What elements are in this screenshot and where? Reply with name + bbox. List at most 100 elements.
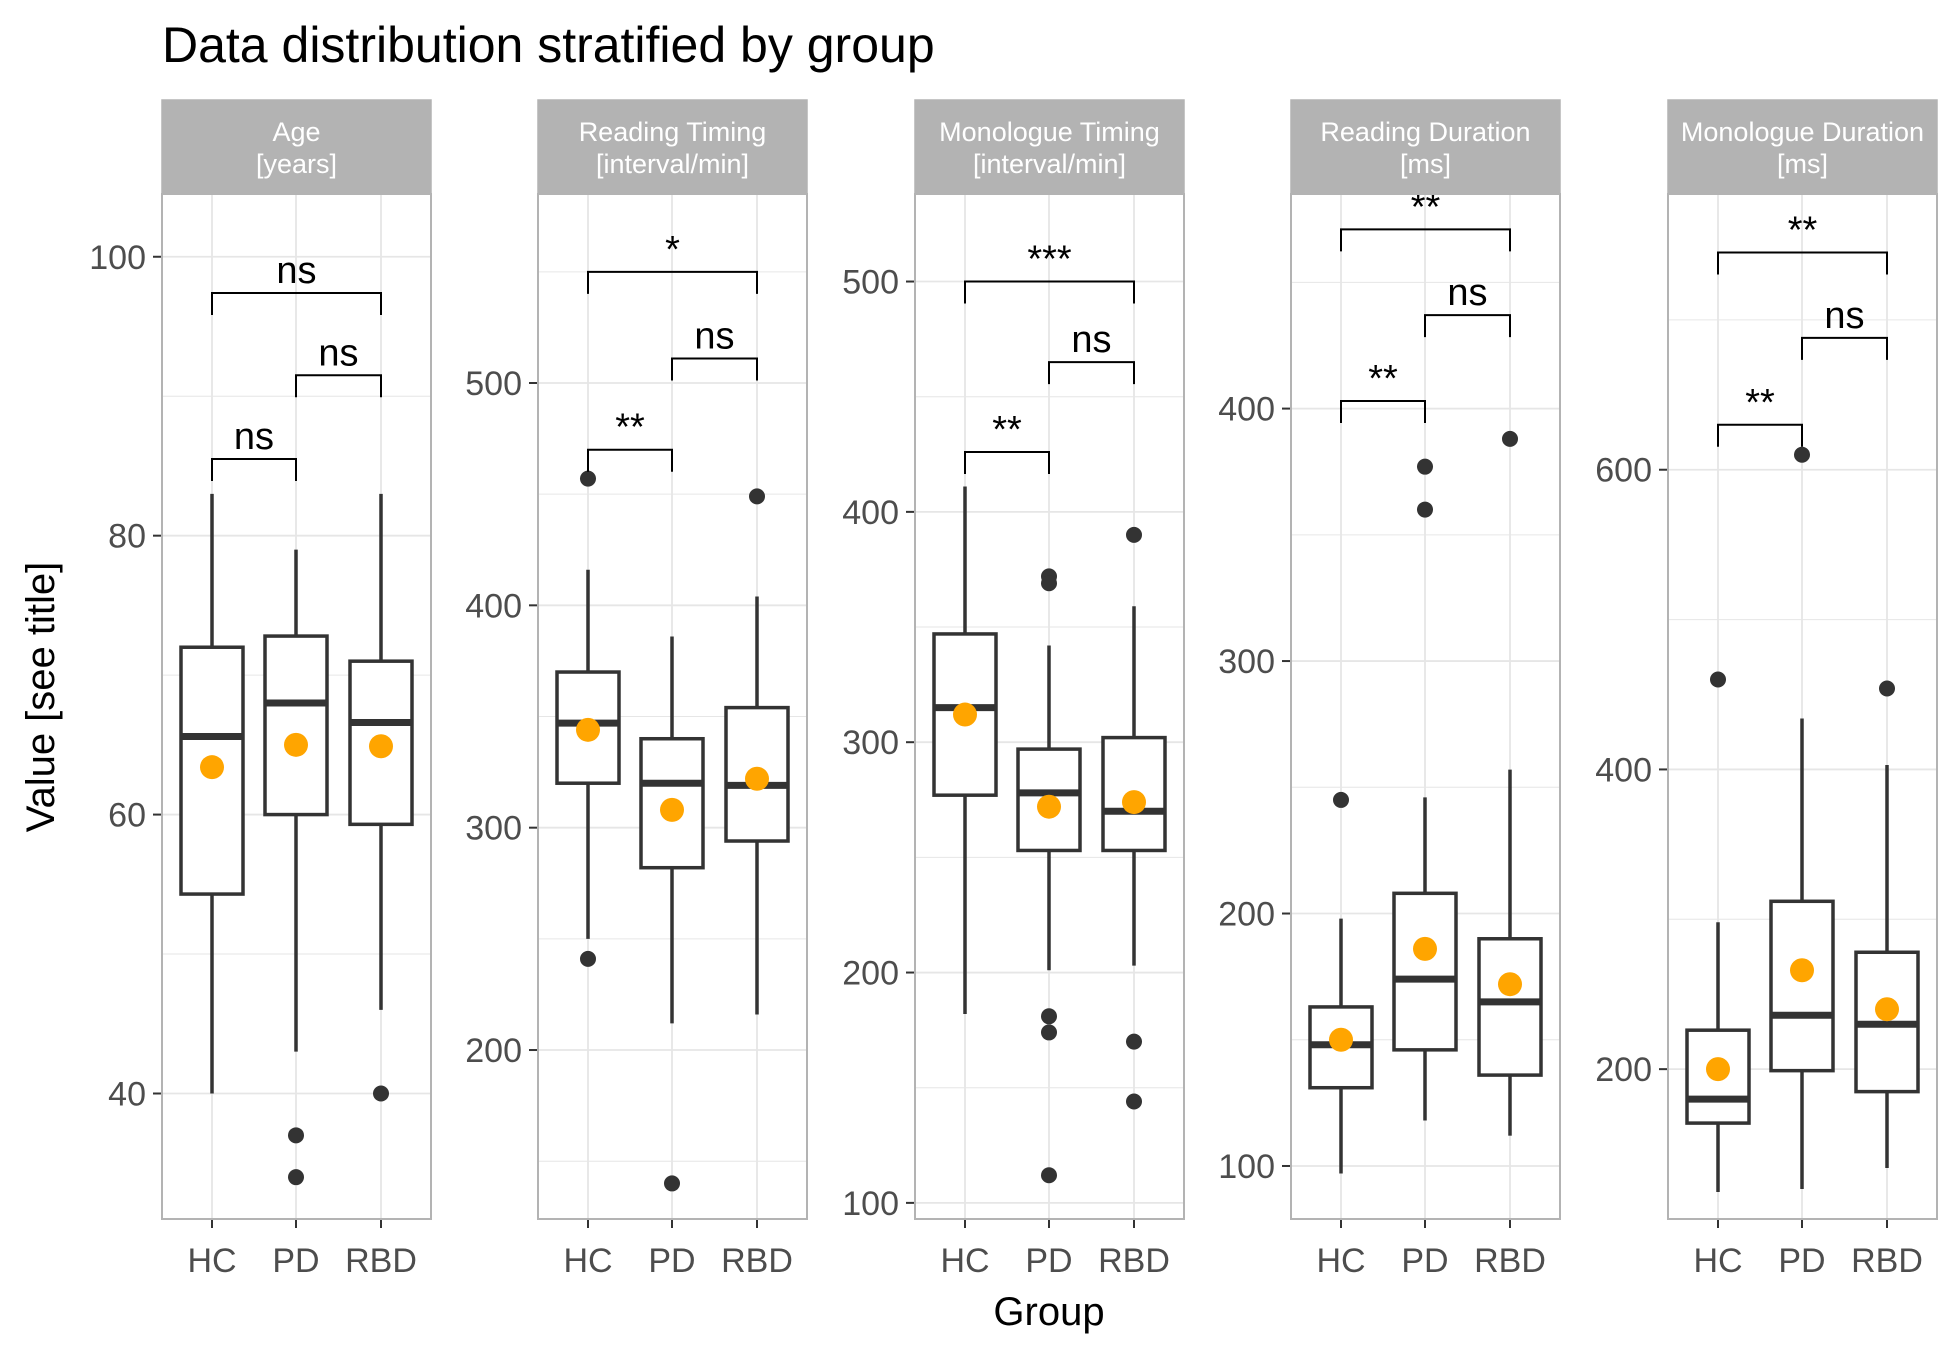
mean-point (1498, 972, 1522, 997)
x-tick-label: PD (648, 1242, 695, 1280)
bracket-line (964, 450, 1050, 474)
strip-title-monologue-duration: Monologue Duration [ms] (1681, 117, 1924, 179)
mean-point (1706, 1057, 1730, 1082)
outlier-point (1041, 575, 1057, 592)
panel-reading-duration: Reading Duration [ms] 100 200 300 400 HC PD RBD *… (1218, 99, 1561, 1280)
boxplot-hc (1308, 791, 1374, 1174)
mean-point (745, 766, 769, 791)
boxplot-pd (1016, 568, 1082, 1184)
significance-label: ** (1368, 358, 1398, 400)
mean-point (576, 717, 600, 742)
y-tick-label: 80 (108, 518, 146, 556)
boxplot-rbd (724, 488, 790, 1015)
significance-bracket: * (587, 229, 758, 294)
outlier-point (1417, 501, 1433, 518)
significance-bracket: ** (587, 407, 673, 472)
strip-monologue-timing (914, 99, 1185, 195)
x-tick-label: RBD (345, 1242, 417, 1280)
mean-point (200, 755, 224, 780)
outlier-point (1879, 680, 1895, 697)
outlier-point (1794, 446, 1810, 463)
bracket-line (1340, 228, 1511, 252)
bracket-line (1048, 361, 1135, 385)
strip-title-reading-timing: Reading Timing [interval/min] (579, 117, 767, 179)
x-tick-label: PD (1025, 1242, 1072, 1280)
bracket-line (587, 448, 673, 472)
panel-border (161, 193, 432, 1220)
bracket-line (211, 292, 382, 316)
mean-point (284, 732, 308, 757)
y-tick-label: 100 (89, 239, 146, 277)
mean-point (1122, 790, 1146, 815)
strip-title-line: Reading Timing (579, 117, 767, 147)
boxplot-hc (932, 486, 998, 1014)
panel-border (537, 193, 808, 1220)
y-tick-label: 400 (1218, 391, 1275, 429)
outlier-point (1126, 1093, 1142, 1110)
x-tick-label: PD (1778, 1242, 1825, 1280)
x-tick-label: HC (187, 1242, 236, 1280)
panel-border (914, 193, 1185, 1220)
strip-title-line: Reading Duration (1320, 117, 1530, 147)
y-tick-label: 300 (842, 724, 899, 762)
mean-point (1875, 997, 1899, 1022)
y-tick-label: 100 (1218, 1148, 1275, 1186)
significance-label: ** (1788, 209, 1818, 251)
outlier-point (1041, 1008, 1057, 1025)
significance-bracket: ns (295, 332, 382, 398)
box-iqr (263, 634, 329, 817)
outlier-point (1333, 791, 1349, 808)
strip-title-line: [ms] (1400, 149, 1451, 179)
mean-point (1413, 936, 1437, 961)
outlier-point (288, 1169, 304, 1186)
chart-title: Data distribution stratified by group (162, 17, 935, 73)
y-tick-label: 500 (842, 264, 899, 302)
significance-bracket: ns (1048, 319, 1135, 385)
significance-bracket: ns (211, 416, 297, 481)
boxplot-pd (639, 636, 705, 1192)
y-tick-label: 400 (1595, 751, 1652, 789)
y-axis-label: Value [see title] (19, 562, 63, 833)
significance-label: * (665, 229, 680, 271)
significance-label: ns (1071, 319, 1111, 361)
strip-reading-duration (1290, 99, 1561, 195)
outlier-point (1502, 430, 1518, 447)
panel-monologue-duration: Monologue Duration [ms] 200 400 600 HC PD RBD **… (1595, 99, 1938, 1280)
mean-point (660, 797, 684, 822)
bracket-line (587, 270, 758, 294)
bracket-line (211, 457, 297, 481)
outlier-point (288, 1127, 304, 1144)
box-iqr (1477, 937, 1543, 1077)
boxplot-pd (1392, 458, 1458, 1121)
significance-bracket: *** (964, 239, 1135, 304)
bracket-line (1801, 336, 1888, 360)
x-tick-label: RBD (721, 1242, 793, 1280)
significance-label: *** (1027, 239, 1072, 281)
strip-monologue-duration (1667, 99, 1938, 195)
significance-bracket: ns (1424, 272, 1511, 338)
panel-border (1667, 193, 1938, 1220)
strip-title-reading-duration: Reading Duration [ms] (1320, 117, 1530, 179)
bracket-line (295, 374, 382, 398)
significance-bracket: ns (211, 250, 382, 316)
significance-bracket: ns (1801, 295, 1888, 360)
box-iqr (1769, 899, 1835, 1073)
x-tick-label: RBD (1098, 1242, 1170, 1280)
strip-title-line: [interval/min] (596, 149, 749, 179)
strip-age (161, 99, 432, 195)
y-tick-label: 600 (1595, 452, 1652, 490)
y-tick-label: 300 (1218, 643, 1275, 681)
y-tick-label: 200 (1595, 1051, 1652, 1089)
strip-title-line: Monologue Timing (939, 117, 1160, 147)
boxplot-hc (1685, 671, 1751, 1193)
boxplot-rbd (348, 493, 414, 1102)
panel-reading-timing: Reading Timing [interval/min] 200 300 400 500… (465, 99, 808, 1280)
significance-bracket: ** (1340, 358, 1426, 424)
strip-title-line: Monologue Duration (1681, 117, 1924, 147)
y-tick-label: 500 (465, 365, 522, 403)
outlier-point (1126, 526, 1142, 543)
significance-label: ns (234, 416, 274, 458)
